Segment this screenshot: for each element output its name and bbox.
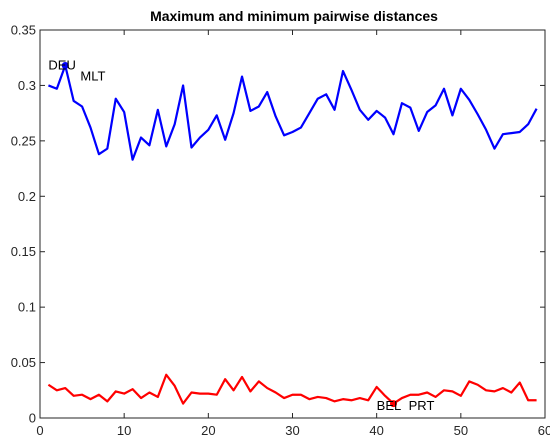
y-tick-label: 0.05	[11, 355, 36, 370]
y-tick-label: 0.15	[11, 244, 36, 259]
point-annotation: DEU	[48, 57, 75, 72]
y-tick-label: 0.35	[11, 23, 36, 38]
y-tick-label: 0	[29, 411, 36, 426]
point-annotation: BEL	[377, 398, 402, 413]
axes-box	[39, 29, 546, 419]
plot-area	[47, 61, 538, 408]
series-line-2	[47, 373, 537, 405]
x-tick-label: 50	[454, 423, 468, 438]
y-tick-label: 0.3	[18, 78, 36, 93]
x-tick-label: 60	[538, 423, 550, 438]
y-tick-label: 0.25	[11, 133, 36, 148]
extreme-point-marker	[390, 400, 397, 408]
annotations: DEU MLT BEL PRT	[48, 57, 434, 412]
y-tick-label: 0.1	[18, 300, 36, 315]
point-annotation: MLT	[80, 69, 105, 84]
x-tick-label: 30	[285, 423, 299, 438]
chart-title: Maximum and minimum pairwise distances	[150, 8, 438, 24]
axes: 0 10 20 30 40 50 60 0 0.05 0.1 0.15 0.2 0.25 0.3 0.35	[11, 23, 550, 439]
extreme-point-marker	[61, 61, 69, 69]
y-tick-label: 0.2	[18, 189, 36, 204]
series-line-1	[48, 64, 538, 161]
x-tick-label: 20	[201, 423, 215, 438]
point-annotation: PRT	[409, 398, 435, 413]
x-tick-label: 0	[36, 423, 43, 438]
x-tick-label: 40	[369, 423, 383, 438]
x-tick-label: 10	[117, 423, 131, 438]
